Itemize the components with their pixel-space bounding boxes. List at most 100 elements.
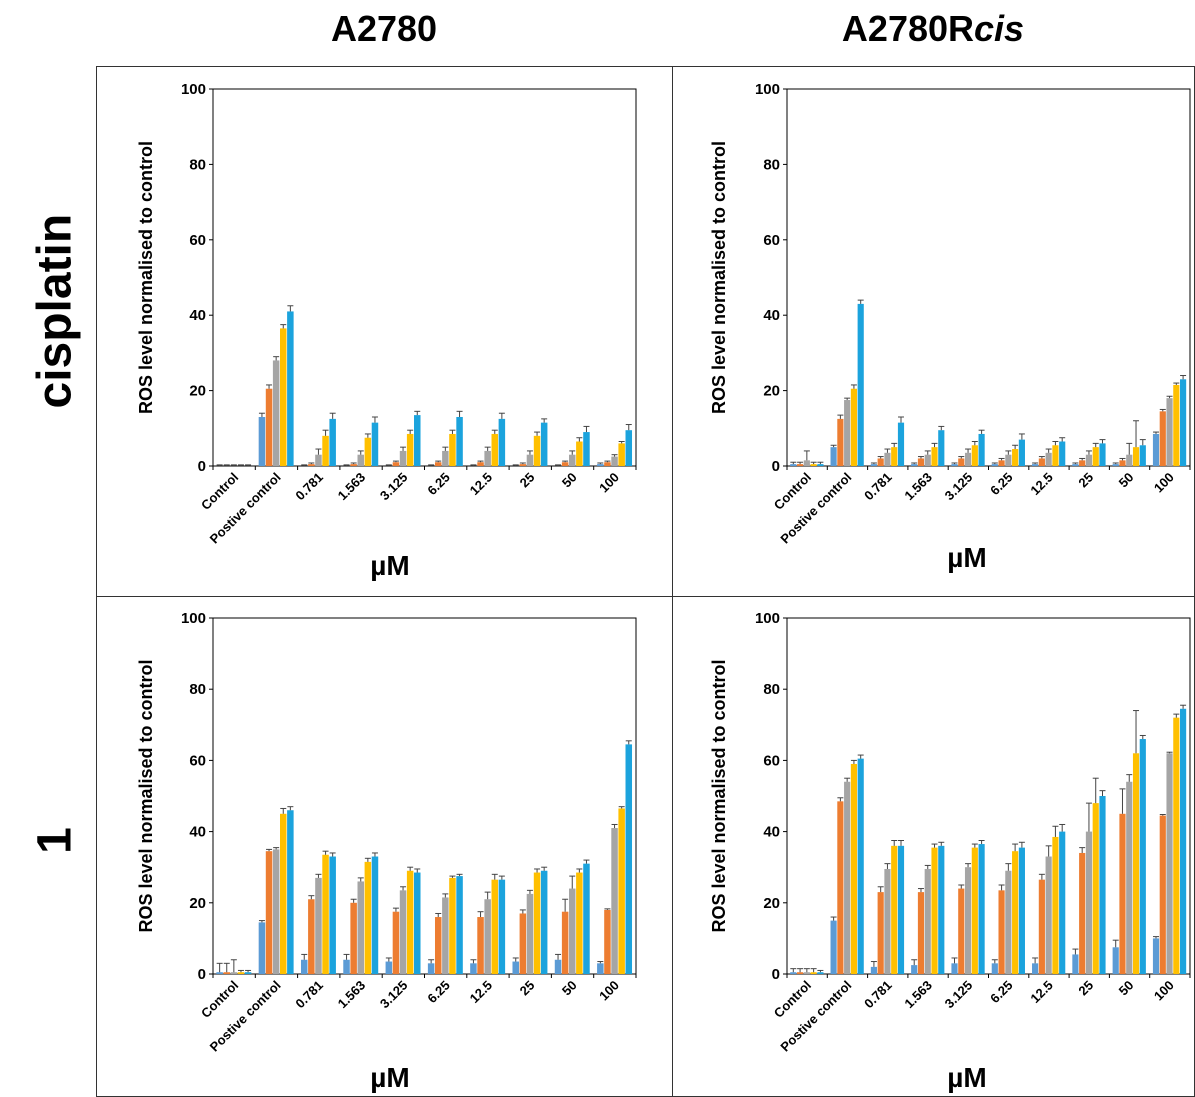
bar bbox=[1132, 447, 1140, 466]
bar bbox=[484, 899, 491, 974]
bar bbox=[561, 462, 569, 466]
bar bbox=[998, 460, 1005, 466]
y-tick-label: 80 bbox=[189, 681, 206, 698]
y-tick-label: 20 bbox=[189, 895, 206, 912]
x-axis-title: µM bbox=[947, 1062, 986, 1093]
bar bbox=[844, 400, 851, 466]
bar bbox=[576, 441, 583, 466]
panel-divider-vertical bbox=[672, 66, 673, 1097]
bar bbox=[357, 454, 365, 466]
bar bbox=[406, 870, 414, 974]
column-title-a2780: A2780 bbox=[330, 8, 438, 49]
y-tick-label: 80 bbox=[763, 156, 780, 173]
y-tick-label: 0 bbox=[772, 458, 780, 475]
bar bbox=[1152, 433, 1160, 466]
y-tick-label: 20 bbox=[763, 383, 780, 400]
category-label: 0.781 bbox=[861, 978, 895, 1012]
bar bbox=[618, 808, 625, 974]
x-axis-title: µM bbox=[370, 1062, 409, 1093]
column-title-base: A2780R bbox=[841, 8, 975, 49]
y-axis-title: ROS level normalised to control bbox=[709, 141, 729, 414]
bar bbox=[1119, 813, 1126, 974]
category-label: 50 bbox=[559, 470, 580, 491]
bar bbox=[449, 877, 456, 974]
bar bbox=[850, 763, 858, 974]
category-label: 0.781 bbox=[861, 470, 895, 504]
bar bbox=[931, 847, 938, 974]
category-label: 6.25 bbox=[987, 470, 1016, 499]
bar bbox=[911, 965, 918, 974]
bar bbox=[583, 432, 590, 466]
bar bbox=[964, 867, 972, 974]
bar bbox=[625, 744, 633, 974]
bar bbox=[604, 909, 611, 974]
bar bbox=[978, 844, 985, 974]
bar bbox=[1032, 963, 1039, 974]
bar bbox=[308, 899, 315, 974]
bar bbox=[1112, 464, 1119, 466]
bar bbox=[810, 464, 817, 466]
y-tick-label: 40 bbox=[189, 307, 206, 324]
category-label: 100 bbox=[596, 978, 622, 1004]
y-tick-label: 0 bbox=[198, 966, 206, 983]
category-label: 100 bbox=[1151, 978, 1177, 1004]
column-title-a2780rcis: A2780Rcis bbox=[733, 8, 1133, 50]
category-label: 3.125 bbox=[377, 470, 411, 504]
bar bbox=[1132, 753, 1140, 974]
bar bbox=[526, 454, 534, 466]
bar bbox=[964, 452, 972, 466]
bar bbox=[917, 892, 925, 974]
category-label: 100 bbox=[596, 470, 622, 496]
bar bbox=[230, 972, 238, 974]
bar bbox=[998, 890, 1005, 974]
bar bbox=[917, 458, 925, 466]
bar bbox=[371, 856, 379, 974]
bar bbox=[938, 430, 945, 466]
bar bbox=[877, 892, 884, 974]
bar bbox=[924, 454, 931, 466]
bar bbox=[877, 458, 884, 466]
y-tick-label: 20 bbox=[189, 383, 206, 400]
bar bbox=[971, 847, 978, 974]
bar bbox=[1038, 458, 1045, 466]
category-label: 6.25 bbox=[424, 470, 453, 499]
bar bbox=[803, 460, 810, 466]
bar bbox=[322, 435, 329, 466]
bar bbox=[315, 454, 322, 466]
bar bbox=[837, 801, 844, 974]
bar bbox=[491, 879, 499, 974]
y-tick-label: 60 bbox=[189, 232, 206, 249]
bar bbox=[322, 854, 329, 974]
category-label: 12.5 bbox=[1027, 978, 1056, 1007]
bar bbox=[519, 464, 527, 466]
bar bbox=[1180, 708, 1187, 974]
y-tick-label: 80 bbox=[189, 156, 206, 173]
bar bbox=[434, 917, 442, 974]
bar bbox=[1032, 464, 1039, 466]
category-label: Postive control bbox=[777, 470, 854, 547]
bar bbox=[406, 433, 414, 466]
bar bbox=[364, 437, 372, 466]
bar bbox=[392, 462, 400, 466]
x-axis-title: µM bbox=[947, 542, 986, 573]
category-label: 12.5 bbox=[467, 978, 496, 1007]
bar bbox=[857, 303, 864, 466]
y-tick-label: 60 bbox=[189, 752, 206, 769]
category-label: 1.563 bbox=[335, 470, 369, 504]
bar bbox=[484, 450, 491, 466]
bar bbox=[597, 464, 604, 466]
category-label: 25 bbox=[1075, 978, 1096, 999]
bar bbox=[1173, 384, 1180, 466]
bar bbox=[958, 888, 965, 974]
bar bbox=[477, 917, 484, 974]
bar bbox=[569, 888, 576, 974]
bar bbox=[265, 851, 273, 974]
bar bbox=[951, 963, 958, 974]
bar bbox=[456, 416, 463, 466]
category-label: 25 bbox=[517, 470, 538, 491]
bar bbox=[223, 972, 230, 974]
bar bbox=[392, 911, 400, 974]
